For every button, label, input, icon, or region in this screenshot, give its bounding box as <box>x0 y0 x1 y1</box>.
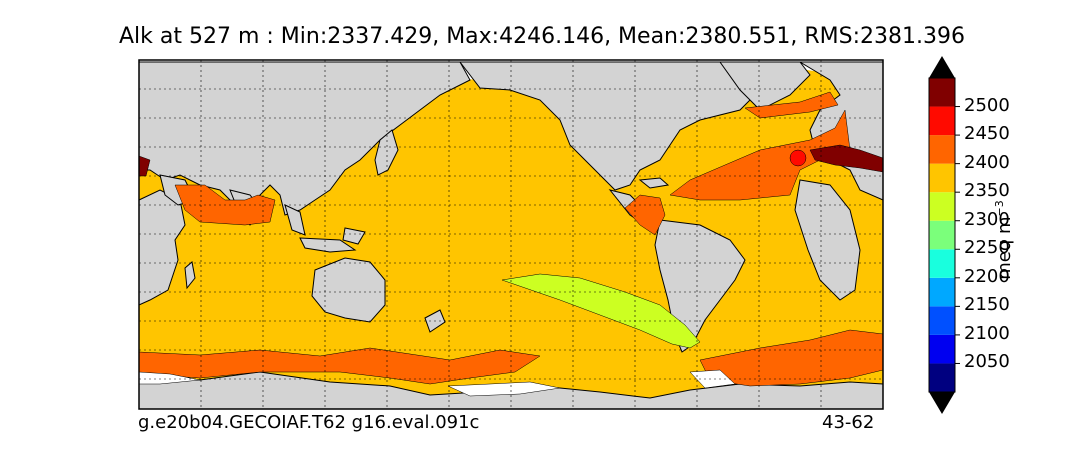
run-id-label: g.e20b04.GECOIAF.T62 g16.eval.091c <box>138 412 480 433</box>
alk-2400-regions <box>138 91 884 387</box>
colorbar-frame <box>928 77 956 393</box>
colorbar-segment <box>929 106 955 136</box>
colorbar-segment <box>929 163 955 193</box>
year-range-label: 43-62 <box>822 412 875 433</box>
colorbar-max-arrow <box>929 56 955 78</box>
colorbar-tick-label: 2300 <box>964 208 1010 230</box>
colorbar-unit-label: meq m−3 <box>993 200 1015 280</box>
colorbar-segment <box>929 135 955 164</box>
colorbar-tick-label: 2050 <box>964 351 1010 373</box>
colorbar-tick-label: 2150 <box>964 294 1010 316</box>
colorbar-tick-label: 2200 <box>964 265 1010 287</box>
colorbar-segment <box>929 192 955 221</box>
colorbar-tick-label: 2100 <box>964 322 1010 344</box>
colorbar-segment <box>929 334 955 364</box>
colorbar-min-arrow <box>929 392 955 414</box>
colorbar-segment <box>929 363 955 392</box>
graticule <box>139 60 883 409</box>
missing-patches <box>138 369 736 397</box>
alk-2300-plume <box>501 273 701 349</box>
colorbar-tick-label: 2450 <box>964 123 1010 145</box>
alk-2450-spot <box>789 149 807 167</box>
map-title: Alk at 527 m : Min:2337.429, Max:4246.14… <box>118 24 965 49</box>
colorbar-tick-label: 2500 <box>964 94 1010 116</box>
colorbar-segment <box>929 249 955 278</box>
colorbar-segment <box>929 78 955 107</box>
colorbar-tick-label: 2350 <box>964 180 1010 202</box>
colorbar <box>928 56 960 414</box>
map-frame <box>138 59 884 410</box>
colorbar-tick-label: 2400 <box>964 151 1010 173</box>
colorbar-tick-label: 2250 <box>964 237 1010 259</box>
colorbar-segment <box>929 277 955 307</box>
colorbar-segment <box>929 306 955 335</box>
colorbar-segment <box>929 220 955 250</box>
